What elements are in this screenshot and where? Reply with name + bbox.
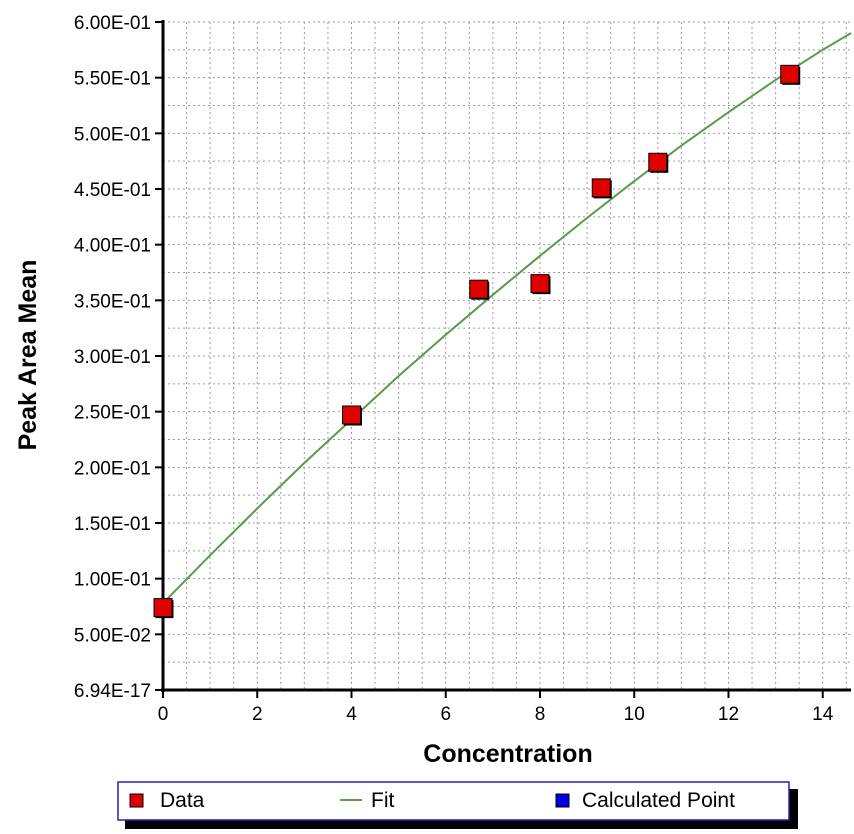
plot-background [163,22,851,690]
x-tick-label: 4 [346,704,357,725]
y-tick-label: 1.00E-01 [74,570,151,591]
y-tick-label: 2.00E-01 [74,458,151,479]
y-tick-label: 3.00E-01 [74,347,151,368]
series [153,32,852,619]
y-tick-label: 2.50E-01 [74,403,151,424]
grid [163,21,851,690]
data-point [648,152,668,172]
x-tick-label: 6 [440,704,451,725]
y-tick-label: 5.00E-01 [74,124,151,145]
x-tick-label: 0 [158,704,169,725]
y-ticks: 6.94E-17 5.00E-02 1.00E-01 1.50E-01 2.00E-01… [74,13,163,702]
data-point [153,598,173,618]
y-tick-label: 3.50E-01 [74,291,151,312]
data-point [469,279,489,299]
y-tick-label: 6.00E-01 [74,13,151,34]
x-ticks: 0 2 4 6 8 10 12 14 [158,690,834,725]
fit-line [162,32,852,604]
y-axis-title: Peak Area Mean [14,260,42,451]
x-axis-title: Concentration [423,740,592,768]
legend-label: Calculated Point [582,789,735,812]
y-tick-label: 4.50E-01 [74,180,151,201]
x-tick-label: 2 [252,704,263,725]
y-tick-label: 6.94E-17 [74,681,151,702]
x-tick-label: 14 [812,704,834,725]
legend: Data Fit Calculated Point [117,781,798,829]
y-tick-label: 1.50E-01 [74,514,151,535]
y-tick-label: 5.00E-02 [74,625,151,646]
y-tick-label: 4.00E-01 [74,236,151,257]
legend-swatch [129,793,144,808]
data-point [530,274,550,294]
y-tick-label: 5.50E-01 [74,69,151,90]
x-tick-label: 10 [624,704,645,725]
legend-swatch [555,793,570,808]
legend-label: Fit [371,789,394,812]
data-point [341,405,361,425]
legend-label: Data [160,789,205,812]
x-tick-label: 12 [718,704,739,725]
data-point [591,178,611,198]
legend-items: Data Fit Calculated Point [129,789,735,812]
plot-area: 6.94E-17 5.00E-02 1.00E-01 1.50E-01 2.00E-01… [74,13,852,725]
x-tick-label: 8 [535,704,546,725]
data-point [780,64,800,84]
legend-box [117,781,790,821]
